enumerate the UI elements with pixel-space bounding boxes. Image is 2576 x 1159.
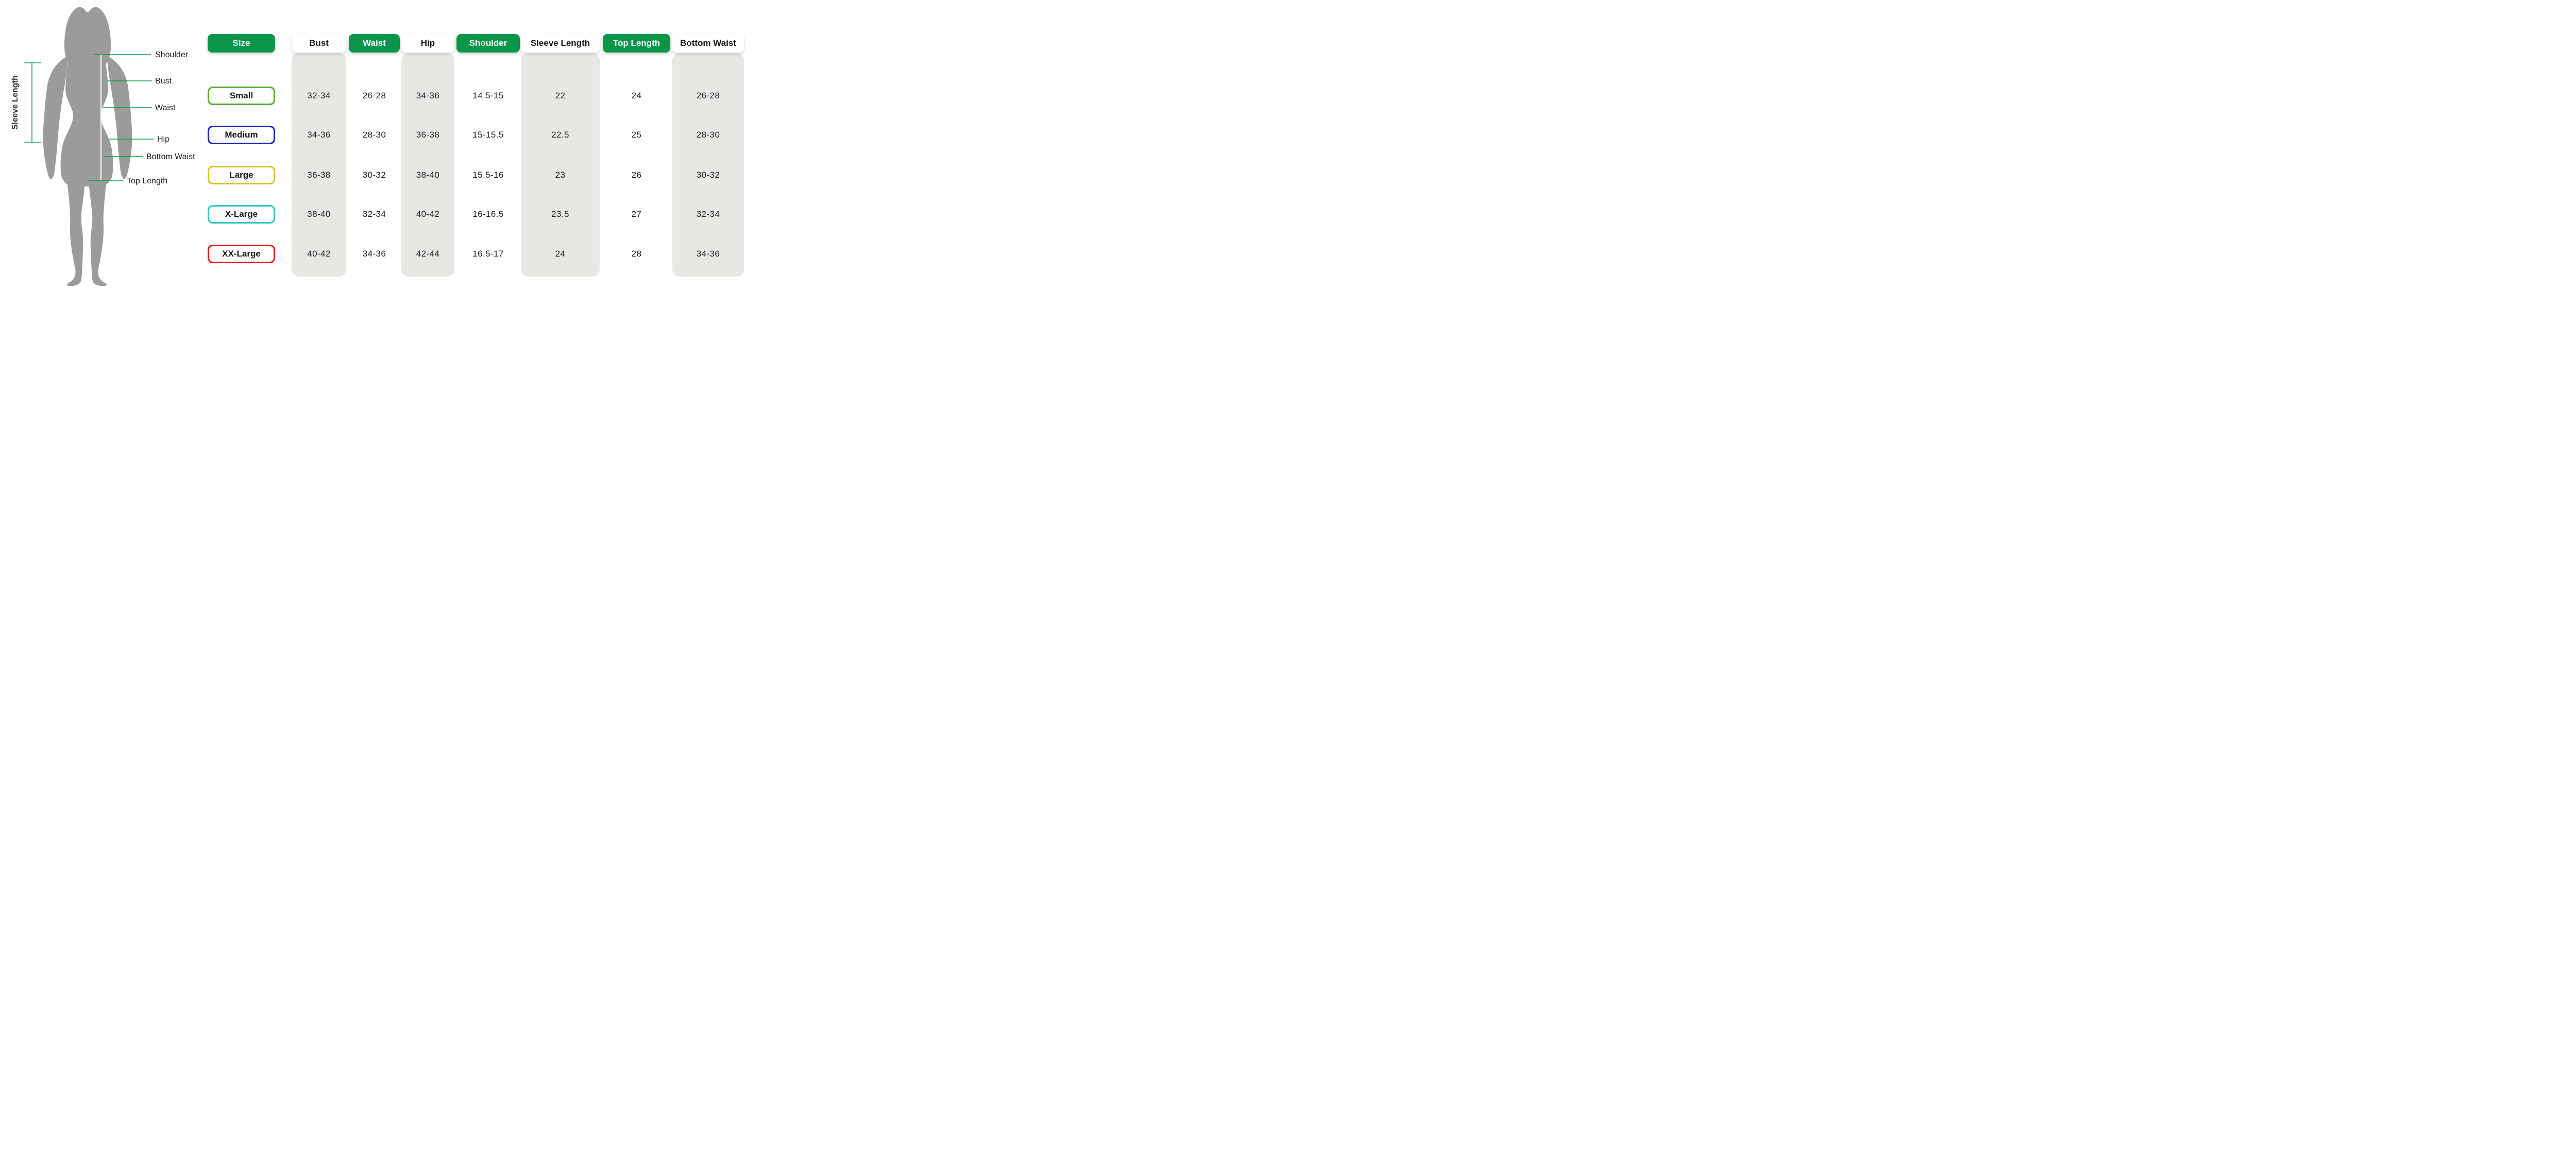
label-waist: Waist	[155, 104, 176, 112]
label-shoulder: Shoulder	[155, 50, 189, 59]
size-badge-x-large: X-Large	[208, 205, 275, 224]
column-band-hip	[401, 53, 454, 277]
large-top-length-value: 26	[631, 170, 642, 180]
large-shoulder-value: 15.5-16	[472, 170, 504, 180]
x-large-bust-value: 38-40	[307, 209, 331, 219]
measurement-lines	[24, 54, 154, 181]
size-badge-small: Small	[208, 87, 275, 105]
header-top-length: Top Length	[603, 34, 670, 53]
x-large-sleeve-length-value: 23.5	[551, 209, 569, 219]
small-top-length-value: 24	[631, 91, 642, 100]
silhouette-body	[60, 52, 113, 286]
header-hip: Hip	[401, 34, 454, 53]
medium-shoulder-value: 15-15.5	[472, 130, 504, 140]
large-bust-value: 36-38	[307, 170, 331, 180]
header-sleeve-length: Sleeve Length	[521, 34, 600, 53]
small-waist-value: 26-28	[362, 91, 386, 100]
label-bust: Bust	[155, 77, 172, 86]
small-bottom-waist-value: 26-28	[696, 91, 720, 100]
xx-large-sleeve-length-value: 24	[555, 249, 566, 259]
x-large-bottom-waist-value: 32-34	[696, 209, 720, 219]
xx-large-hip-value: 42-44	[416, 249, 440, 259]
silhouette-right-arm	[107, 56, 132, 179]
label-bottom-waist: Bottom Waist	[146, 152, 195, 161]
size-badge-large: Large	[208, 166, 275, 184]
x-large-top-length-value: 27	[631, 209, 642, 219]
xx-large-bottom-waist-value: 34-36	[696, 249, 720, 259]
medium-hip-value: 36-38	[416, 130, 440, 140]
label-sleeve-length: Sleeve Length	[11, 75, 20, 129]
silhouette-left-arm	[43, 56, 69, 179]
large-waist-value: 30-32	[362, 170, 386, 180]
xx-large-top-length-value: 28	[631, 249, 642, 259]
header-bottom-waist: Bottom Waist	[672, 34, 744, 53]
small-bust-value: 32-34	[307, 91, 331, 100]
medium-sleeve-length-value: 22.5	[551, 130, 569, 140]
xx-large-bust-value: 40-42	[307, 249, 331, 259]
xx-large-shoulder-value: 16.5-17	[472, 249, 504, 259]
small-sleeve-length-value: 22	[555, 91, 566, 100]
medium-waist-value: 28-30	[362, 130, 386, 140]
x-large-shoulder-value: 16-16.5	[472, 209, 504, 219]
medium-bust-value: 34-36	[307, 130, 331, 140]
size-badge-medium: Medium	[208, 126, 275, 144]
xx-large-waist-value: 34-36	[362, 249, 386, 259]
column-band-sleeve-length	[521, 53, 600, 277]
medium-bottom-waist-value: 28-30	[696, 130, 720, 140]
medium-top-length-value: 25	[631, 130, 642, 140]
label-top-length: Top Length	[127, 177, 167, 185]
small-shoulder-value: 14.5-15	[472, 91, 504, 100]
measurement-figure: Sleeve Length Shoulder Bust Waist Hip Bo…	[11, 7, 195, 286]
female-body-silhouette	[43, 7, 132, 286]
header-waist: Waist	[349, 34, 400, 53]
size-badge-xx-large: XX-Large	[208, 245, 275, 263]
column-band-bottom-waist	[672, 53, 744, 277]
x-large-waist-value: 32-34	[362, 209, 386, 219]
small-hip-value: 34-36	[416, 91, 440, 100]
x-large-hip-value: 40-42	[416, 209, 440, 219]
size-chart-infographic: Sleeve Length Shoulder Bust Waist Hip Bo…	[0, 0, 764, 290]
header-shoulder: Shoulder	[456, 34, 520, 53]
large-sleeve-length-value: 23	[555, 170, 566, 180]
header-bust: Bust	[292, 34, 346, 53]
figure-labels: Sleeve Length Shoulder Bust Waist Hip Bo…	[11, 50, 195, 185]
label-hip: Hip	[157, 135, 170, 144]
header-size: Size	[208, 34, 275, 53]
large-hip-value: 38-40	[416, 170, 440, 180]
large-bottom-waist-value: 30-32	[696, 170, 720, 180]
column-band-bust	[292, 53, 346, 277]
